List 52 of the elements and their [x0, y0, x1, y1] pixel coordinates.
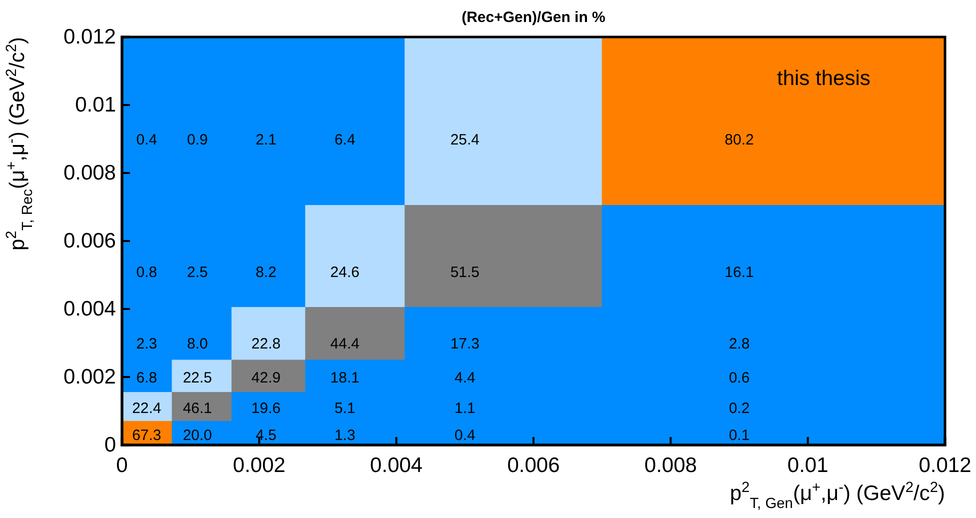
- x-tick-label: 0.008: [644, 454, 697, 477]
- data-label: 22.5: [182, 369, 212, 386]
- x-tick-label: 0.01: [787, 454, 828, 477]
- data-label: 24.6: [330, 264, 360, 281]
- data-label: 19.6: [251, 400, 281, 417]
- text: p$^{2}$$_{T, Gen}$(μ$^{+}$,μ$^{-}$) (GeV$^{2}$/c$^{2}$): [730, 480, 945, 512]
- y-tick-label: 0: [104, 434, 116, 457]
- data-label: 2.1: [256, 131, 276, 148]
- y-tick-label: 0.006: [63, 230, 116, 253]
- data-label: 0.9: [187, 131, 208, 148]
- y-tick-label: 0.01: [75, 94, 116, 117]
- data-label: 0.4: [136, 131, 158, 148]
- data-label: 44.4: [330, 335, 360, 352]
- data-label: 2.5: [187, 264, 208, 281]
- x-tick-label: 0.004: [370, 454, 423, 477]
- data-label: 0.1: [728, 427, 750, 444]
- y-tick-label: 0.002: [63, 366, 116, 389]
- x-tick-label: 0.012: [918, 454, 972, 477]
- data-label: 8.2: [256, 264, 276, 281]
- data-label: 0.2: [728, 400, 750, 417]
- annotation: this thesis: [777, 67, 870, 90]
- data-label: 20.0: [182, 427, 212, 444]
- data-label: 8.0: [187, 335, 208, 352]
- data-label: 42.9: [251, 369, 281, 386]
- x-tick-label: 0.006: [507, 454, 560, 477]
- data-label: 2.3: [136, 335, 158, 352]
- data-label: 5.1: [334, 400, 356, 417]
- data-label: 4.5: [256, 427, 276, 444]
- data-label: 46.1: [182, 400, 212, 417]
- y-tick-label: 0.004: [63, 298, 116, 321]
- data-label: 25.4: [450, 131, 480, 148]
- chart-title: (Rec+Gen)/Gen in %: [462, 9, 606, 26]
- data-label: 80.2: [724, 131, 754, 148]
- x-tick-label: 0.002: [232, 454, 286, 477]
- data-label: 22.8: [251, 335, 281, 352]
- data-label: 2.8: [728, 335, 750, 352]
- data-label: 0.6: [728, 369, 750, 386]
- data-label: 16.1: [724, 264, 754, 281]
- y-tick-label: 0.012: [63, 26, 116, 49]
- data-label: 1.1: [454, 400, 476, 417]
- data-label: 0.8: [136, 264, 158, 281]
- data-label: 1.3: [334, 427, 356, 444]
- data-label: 6.4: [334, 131, 356, 148]
- data-label: 51.5: [450, 264, 480, 281]
- data-label: 4.4: [454, 369, 476, 386]
- data-label: 67.3: [132, 427, 162, 444]
- data-label: 0.4: [454, 427, 476, 444]
- data-label: 6.8: [136, 369, 158, 386]
- data-label: 17.3: [450, 335, 480, 352]
- data-label: 18.1: [330, 369, 360, 386]
- data-label: 22.4: [132, 400, 162, 417]
- y-tick-label: 0.008: [63, 162, 116, 185]
